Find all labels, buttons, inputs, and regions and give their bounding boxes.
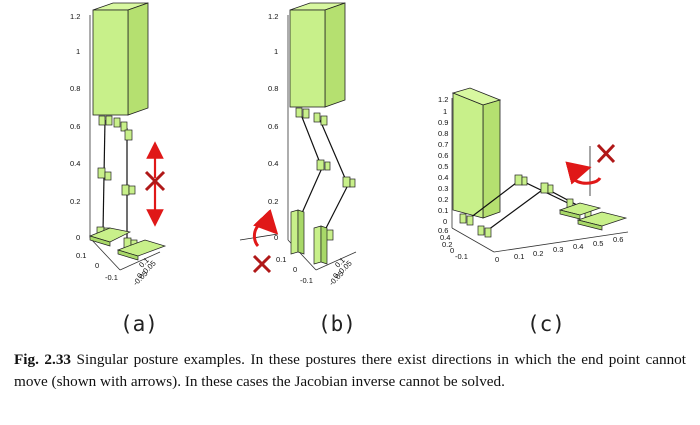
tick: 0.4 [440, 233, 450, 242]
tick: 0.2 [70, 197, 80, 206]
tick: 0.6 [613, 235, 623, 244]
tick: 1 [443, 107, 447, 116]
tick: 0.9 [438, 118, 448, 127]
tick: 0.3 [438, 184, 448, 193]
tick: 1.2 [268, 12, 278, 21]
caption-text: Singular posture examples. In these post… [14, 351, 686, 390]
tick: 0.8 [70, 84, 80, 93]
panel-a-z-ticks: 1.2 1 0.8 0.6 0.4 0.2 0 [70, 12, 80, 242]
tick: 1 [76, 47, 80, 56]
panel-b-z-ticks: 1.2 1 0.8 0.6 0.4 0.2 0 [268, 12, 278, 242]
panel-b: 1.2 1 0.8 0.6 0.4 0.2 0 0.1 0 -0.1 0.1 0… [239, 2, 357, 287]
tick: 0.4 [438, 173, 448, 182]
tick: 0 [443, 217, 447, 226]
tick: -0.1 [105, 273, 118, 282]
tick: 1 [274, 47, 278, 56]
tick: 0.5 [593, 239, 603, 248]
tick: -0.1 [300, 276, 313, 285]
figure-caption: Fig. 2.33 Singular posture examples. In … [14, 349, 686, 392]
tick: 0.6 [70, 122, 80, 131]
tick: 0.1 [514, 252, 524, 261]
tick: 0.2 [533, 249, 543, 258]
tick: 0 [135, 271, 144, 280]
tick: 0 [274, 233, 278, 242]
tick: 0.2 [442, 240, 452, 249]
tick: 0.1 [438, 206, 448, 215]
tick: 0.3 [553, 245, 563, 254]
tick: 0.2 [268, 197, 278, 206]
panel-c-z-ticks: 1.2 1 0.9 0.8 0.7 0.6 0.5 0.4 0.3 0.2 0.… [438, 95, 448, 226]
panel-c: 1.2 1 0.9 0.8 0.7 0.6 0.5 0.4 0.3 0.2 0.… [438, 87, 629, 264]
tick: 0 [293, 265, 297, 274]
tick: 0.4 [573, 242, 583, 251]
tick: 0.1 [276, 255, 286, 264]
panel-a: 1.2 1 0.8 0.6 0.4 0.2 0 0.1 0 -0.1 0.1 0… [70, 2, 167, 287]
tick: 0.7 [438, 140, 448, 149]
figure-drawing: 1.2 1 0.8 0.6 0.4 0.2 0 0.1 0 -0.1 0.1 0… [70, 2, 629, 287]
tick: 0 [495, 255, 499, 264]
tick: 0.6 [438, 151, 448, 160]
tick: 0.8 [268, 84, 278, 93]
tick: -0.1 [455, 252, 468, 261]
tick: 0 [76, 233, 80, 242]
tick: 1.2 [438, 95, 448, 104]
panel-c-label: (c) [527, 312, 565, 336]
tick: 0.2 [438, 195, 448, 204]
tick: 0.4 [268, 159, 278, 168]
tick: 0.4 [70, 159, 80, 168]
figure-number: Fig. 2.33 [14, 351, 72, 368]
tick: 0.5 [438, 162, 448, 171]
panel-b-label: (b) [318, 312, 356, 336]
tick: 0 [450, 246, 454, 255]
tick: 0.1 [76, 251, 86, 260]
tick: 0.6 [438, 226, 448, 235]
tick: 0.8 [438, 129, 448, 138]
panel-a-label: (a) [120, 312, 158, 336]
tick: 0.6 [268, 122, 278, 131]
tick: 0 [95, 261, 99, 270]
tick: 0 [331, 271, 340, 280]
tick: 1.2 [70, 12, 80, 21]
